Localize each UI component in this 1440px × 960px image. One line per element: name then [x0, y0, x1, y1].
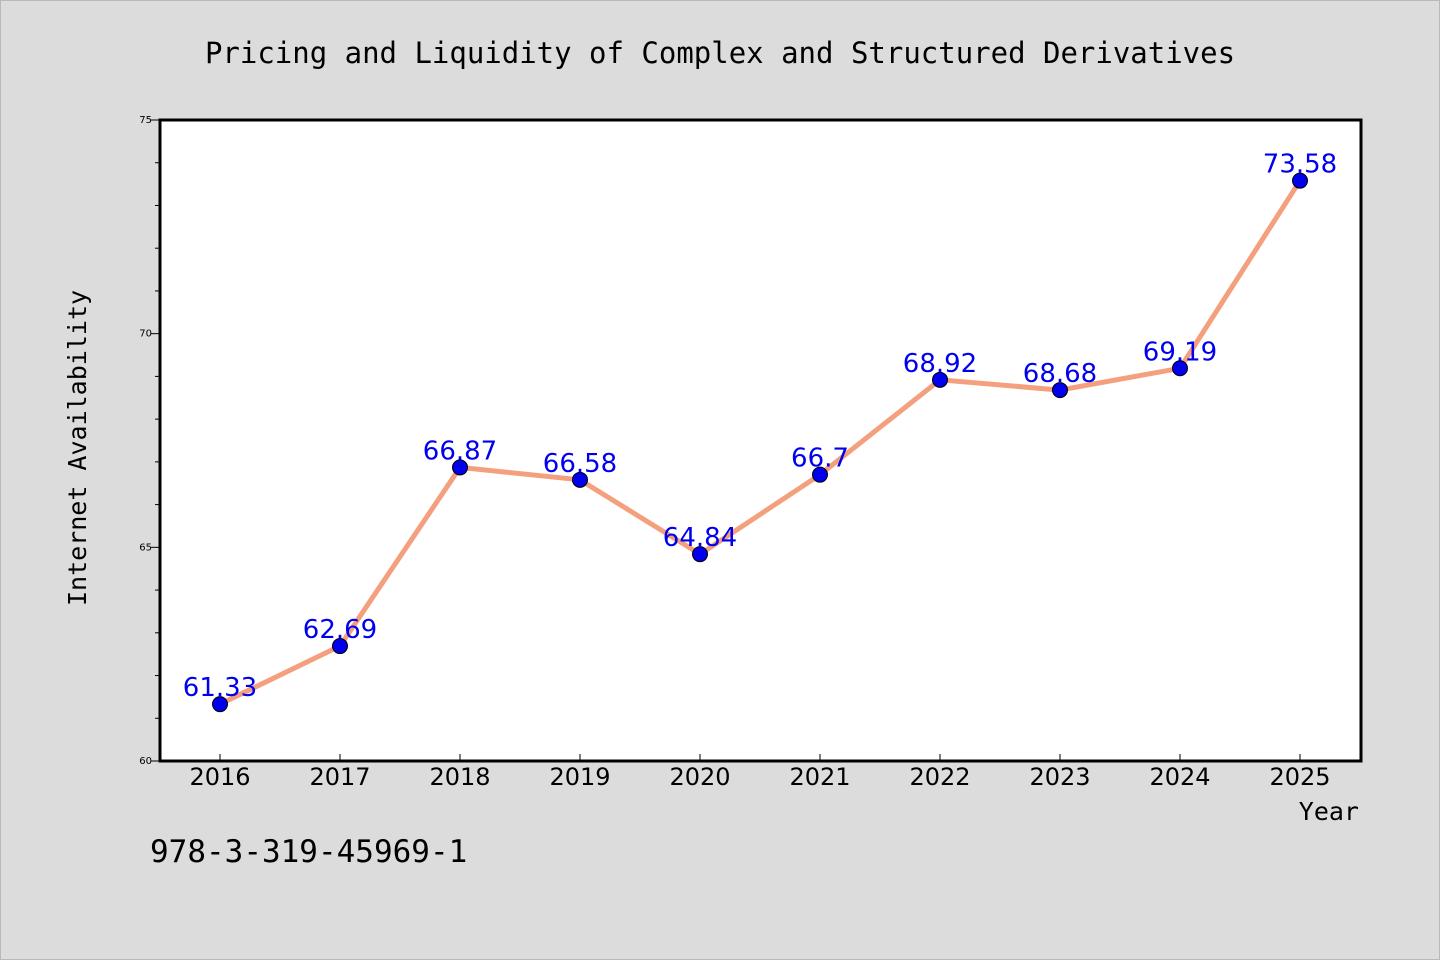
data-point — [212, 696, 228, 713]
y-tick-label: 60 — [139, 756, 152, 767]
data-label: 66.7 — [791, 444, 849, 474]
data-point — [572, 471, 588, 488]
x-axis: 2016 2017 2018 2019 2020 2021 2022 2023 2024 2025 — [189, 754, 1331, 791]
series-line — [217, 178, 1303, 707]
data-point — [1292, 172, 1308, 189]
data-point — [452, 459, 468, 476]
chart-title: Pricing and Liquidity of Complex and Str… — [205, 36, 1235, 70]
data-label: 61.33 — [183, 673, 257, 703]
data-point — [1052, 382, 1068, 399]
data-label: 64.84 — [663, 523, 737, 553]
x-axis-label: Year — [1299, 797, 1359, 826]
x-tick-label: 2017 — [309, 763, 370, 791]
data-point — [932, 371, 948, 388]
y-axis: 60 65 70 75 — [139, 115, 160, 767]
data-point — [1172, 360, 1188, 377]
y-tick-label: 75 — [139, 115, 152, 126]
y-tick-label: 65 — [139, 542, 152, 553]
data-label: 66.87 — [423, 436, 497, 466]
x-tick-label: 2019 — [549, 763, 610, 791]
data-label: 69.19 — [1143, 337, 1217, 367]
data-label: 68.68 — [1023, 359, 1097, 389]
data-point — [812, 466, 828, 483]
data-label: 62.69 — [303, 615, 377, 645]
x-tick-label: 2021 — [789, 763, 850, 791]
x-tick-label: 2018 — [429, 763, 490, 791]
data-label: 66.58 — [543, 449, 617, 479]
isbn-identifier: 978-3-319-45969-1 — [150, 834, 468, 870]
data-label: 73.58 — [1263, 150, 1337, 180]
y-axis-label: Internet Availability — [63, 290, 92, 606]
x-tick-label: 2022 — [909, 763, 970, 791]
x-tick-label: 2025 — [1269, 763, 1330, 791]
data-point — [332, 638, 348, 655]
x-tick-label: 2016 — [189, 763, 250, 791]
plot-area — [158, 118, 1363, 763]
x-tick-label: 2024 — [1149, 763, 1210, 791]
x-tick-label: 2020 — [669, 763, 730, 791]
data-point — [692, 546, 708, 563]
x-tick-label: 2023 — [1029, 763, 1090, 791]
data-label: 68.92 — [903, 349, 977, 379]
y-tick-label: 70 — [139, 329, 152, 340]
series-group: 61.33 62.69 66.87 66.58 64.84 66.7 68.92 68.68 6… — [183, 150, 1337, 713]
